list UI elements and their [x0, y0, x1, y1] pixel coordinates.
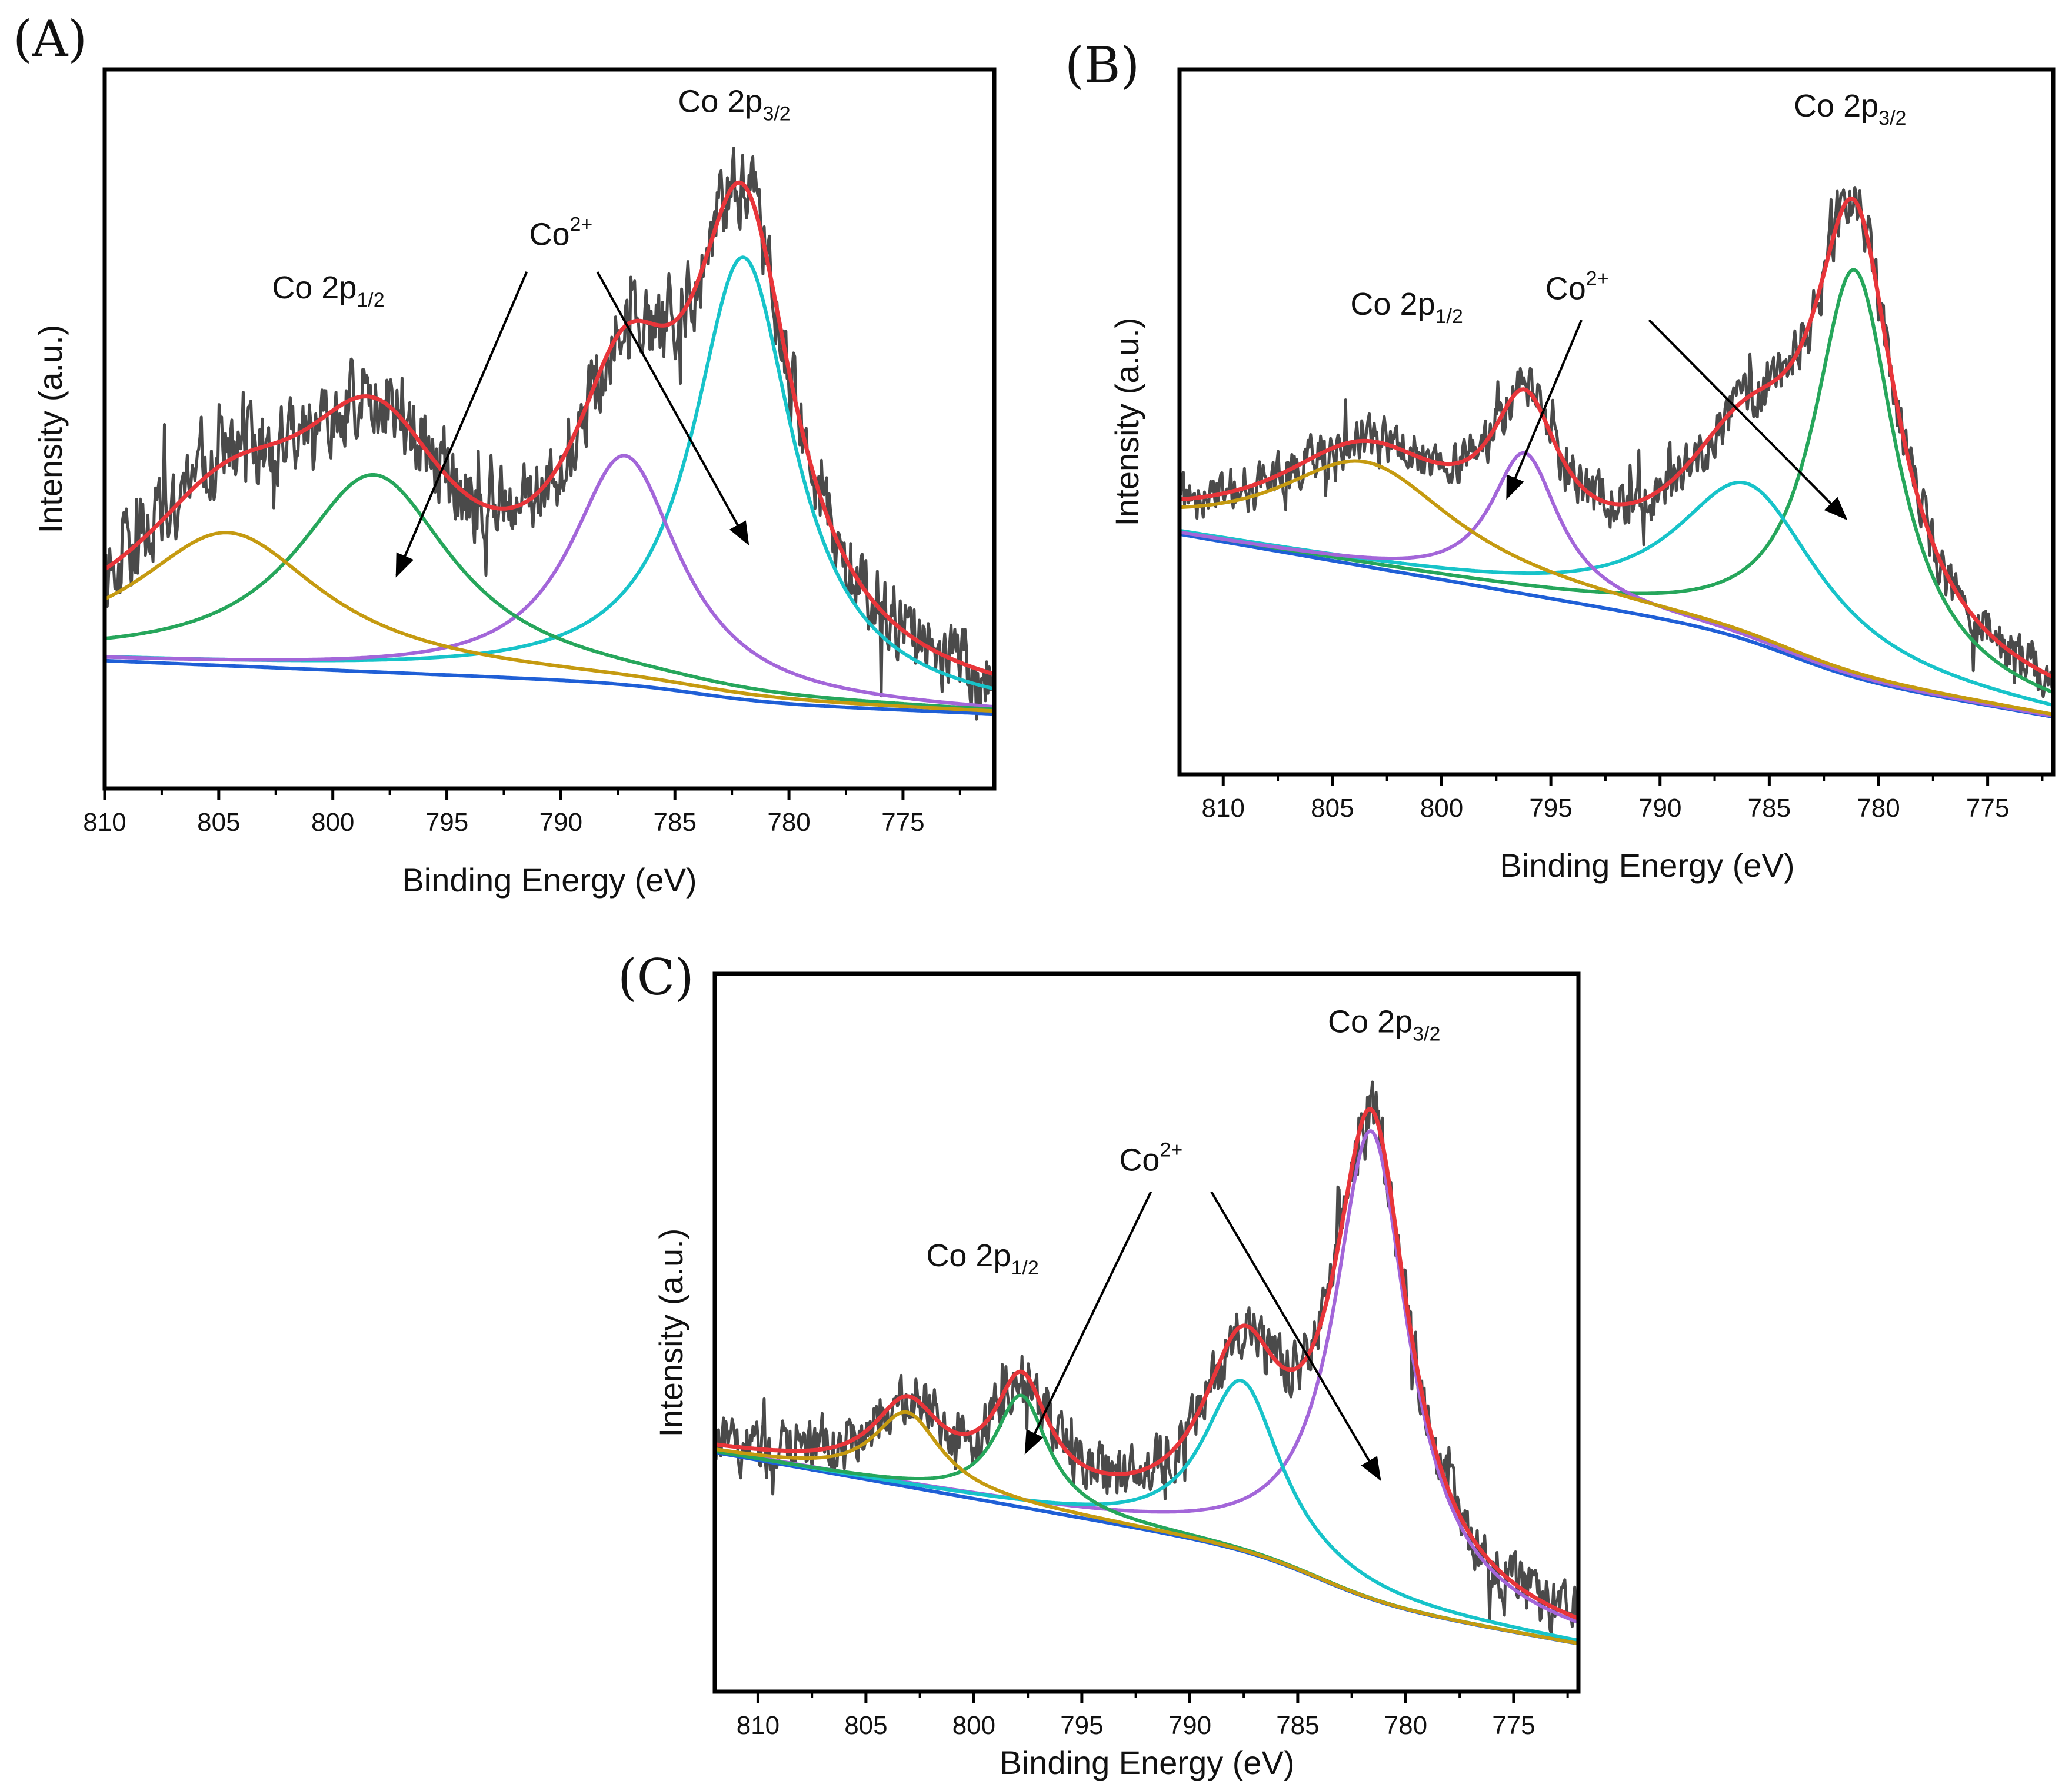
x-tick-label: 775 [881, 808, 924, 837]
plot-frame [712, 971, 1581, 1694]
envelope-fit-line [1180, 196, 2053, 679]
x-tick-label: 795 [1060, 1711, 1103, 1740]
peak-annotation-1: Co 2p1/2 [272, 270, 384, 311]
envelope-fit-line [105, 180, 994, 677]
component-curve-1 [105, 454, 994, 709]
x-tick-label: 790 [1638, 794, 1681, 823]
x-tick-label: 805 [844, 1711, 887, 1740]
y-axis-title: Intensity (a.u.) [32, 325, 69, 534]
peak-annotation-1: Co 2p1/2 [1350, 287, 1463, 328]
x-tick-label: 780 [1384, 1711, 1427, 1740]
annotation-arrow-0 [1024, 1191, 1152, 1455]
component-curve-3 [1180, 459, 2053, 716]
envelope-fit-line [715, 1107, 1578, 1620]
peak-annotation-0: Co 2p3/2 [1328, 1004, 1440, 1045]
x-tick-label: 780 [1857, 794, 1900, 823]
x-tick-label: 785 [1748, 794, 1791, 823]
peak-annotation-0: Co 2p3/2 [678, 84, 790, 125]
x-tick-label: 805 [1311, 794, 1354, 823]
peak-annotation-2: Co2+ [1545, 267, 1609, 306]
x-tick-label: 810 [737, 1711, 780, 1740]
x-tick-label: 790 [539, 808, 582, 837]
x-axis-title: Binding Energy (eV) [1000, 1744, 1294, 1781]
chart-panel-2: 810 805 800 795 790 785 780 775 Binding Energy (… [618, 949, 1581, 1781]
x-axis-title: Binding Energy (eV) [402, 861, 697, 899]
x-tick-label: 810 [83, 808, 126, 837]
y-axis-title: Intensity (a.u.) [1108, 318, 1145, 527]
raw-data-series [105, 147, 994, 721]
x-tick-label: 800 [311, 808, 354, 837]
plot-area-2 [715, 1080, 1578, 1646]
x-tick-label: 785 [654, 808, 697, 837]
annotation-arrow-1 [1210, 1191, 1381, 1481]
component-curve-3 [715, 1410, 1578, 1646]
plot-frame [102, 67, 997, 791]
plot-area-1 [1180, 186, 2053, 719]
component-curve-2 [105, 473, 994, 711]
x-tick-label: 805 [197, 808, 240, 837]
x-tick-label: 800 [1420, 794, 1463, 823]
panel-label: (A) [13, 10, 87, 68]
x-tick-label: 810 [1202, 794, 1245, 823]
x-axis-title: Binding Energy (eV) [1500, 847, 1794, 884]
chart-panel-0: 810 805 800 795 790 785 780 775 Binding Energy (… [13, 10, 997, 899]
x-tick-label: 795 [1529, 794, 1572, 823]
component-curve-2 [1180, 451, 2053, 718]
x-tick-label: 785 [1276, 1711, 1319, 1740]
component-curve-3 [105, 531, 994, 713]
plot-area-0 [105, 147, 994, 721]
annotation-arrow-0 [395, 271, 528, 578]
x-tick-label: 780 [767, 808, 810, 837]
panel-label: (C) [618, 949, 694, 1006]
x-tick-label: 800 [952, 1711, 995, 1740]
annotation-arrow-1 [596, 271, 749, 546]
panel-label: (B) [1065, 36, 1140, 94]
chart-panel-1: 810 805 800 795 790 785 780 775 Binding Energy (… [1065, 36, 2056, 884]
y-axis-title: Intensity (a.u.) [652, 1229, 689, 1437]
x-tick-label: 775 [1966, 794, 2009, 823]
x-tick-label: 790 [1168, 1711, 1211, 1740]
annotation-arrow-1 [1648, 319, 1848, 521]
plot-frame [1177, 67, 2056, 777]
background-line [105, 658, 994, 716]
annotation-arrow-0 [1506, 320, 1583, 500]
peak-annotation-0: Co 2p3/2 [1794, 88, 1906, 129]
x-tick-label: 775 [1492, 1711, 1535, 1740]
peak-annotation-2: Co2+ [529, 214, 592, 252]
x-tick-label: 795 [425, 808, 468, 837]
peak-annotation-2: Co2+ [1119, 1139, 1182, 1177]
peak-annotation-1: Co 2p1/2 [926, 1238, 1038, 1279]
